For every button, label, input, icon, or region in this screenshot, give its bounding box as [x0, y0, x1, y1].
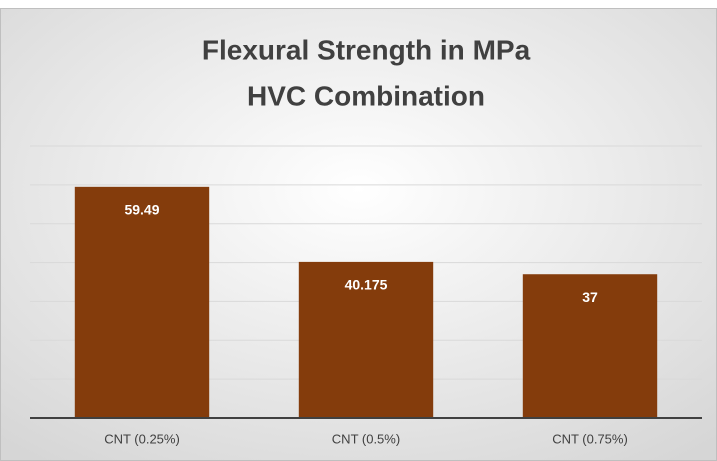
data-label: 37: [582, 289, 598, 305]
data-label: 40.175: [345, 277, 388, 293]
bar: [298, 261, 434, 418]
x-tick-label: CNT (0.75%): [552, 431, 628, 446]
bar: [74, 186, 210, 418]
data-label: 59.49: [124, 202, 159, 218]
chart-title: Flexural Strength in MPa: [202, 34, 531, 65]
chart-title: HVC Combination: [247, 80, 485, 111]
x-tick-label: CNT (0.25%): [104, 431, 180, 446]
x-tick-label: CNT (0.5%): [332, 431, 400, 446]
bar: [522, 274, 658, 418]
